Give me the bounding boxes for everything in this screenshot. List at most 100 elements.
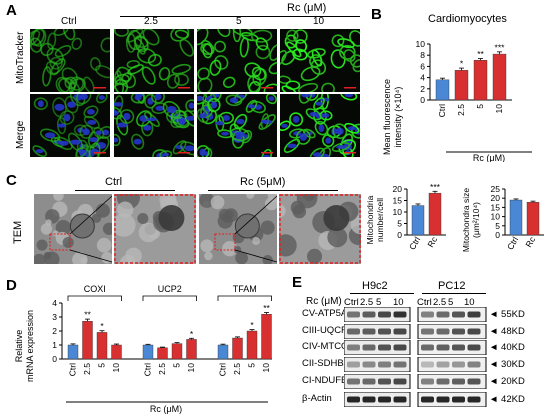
wb-band	[436, 396, 450, 403]
wb-band	[378, 311, 391, 318]
wb-band	[421, 344, 434, 351]
wb-protein-label: CIII-UQCRC2	[302, 325, 361, 336]
wb-band	[452, 344, 465, 351]
wb-band	[378, 378, 391, 385]
y-tick-label: 1	[52, 340, 57, 350]
chart-c2-ylabel1: Mitochondra size	[461, 188, 471, 253]
panel-letter-c: C	[6, 172, 17, 189]
cell-line-h9c2-line	[350, 293, 414, 294]
wb-protein-label: CIV-MTCO1	[302, 341, 354, 352]
bar	[142, 344, 154, 360]
bar	[67, 344, 79, 360]
bar	[411, 205, 425, 236]
chart-d-ylabel2: mRNA expression	[25, 310, 35, 382]
bar	[232, 337, 243, 360]
wb-lane-label: Ctrl	[344, 297, 359, 308]
wb-band	[467, 396, 481, 403]
bar	[492, 53, 507, 101]
gene-bracket	[142, 295, 197, 301]
merge-image-0	[30, 94, 110, 157]
significance-label: **	[477, 49, 484, 59]
wb-band	[347, 328, 360, 335]
x-tick-label: Rc	[523, 234, 537, 249]
x-tick-label: 2.5	[157, 363, 167, 375]
y-tick-label: 3	[52, 312, 57, 322]
x-tick-label: 10	[261, 363, 271, 373]
wb-band	[467, 311, 481, 318]
wb-lane-label: Ctrl	[417, 297, 432, 308]
bar	[111, 344, 122, 360]
merge-image-3	[280, 94, 360, 157]
significance-label: **	[263, 303, 270, 313]
chart-b: Mean fluorescence intensity (×10⁴) 024 68…	[382, 39, 532, 162]
wb-band	[467, 328, 481, 335]
gene-label-tfam: TFAM	[233, 284, 257, 294]
chart-b-group-label: Rc (μM)	[473, 153, 505, 162]
mitotracker-image-0	[30, 29, 110, 92]
panel-letter-d: D	[6, 277, 17, 294]
conc-header-line	[120, 16, 360, 17]
bar	[454, 70, 469, 101]
panel-letter-b: B	[371, 6, 382, 23]
x-tick-label: 5	[97, 363, 107, 368]
y-tick-label: 20	[393, 184, 403, 194]
x-tick-label: 5	[475, 104, 485, 109]
wb-protein-label: CV-ATP5A	[302, 308, 348, 319]
wb-conc-label: Rc (μM)	[306, 296, 342, 307]
bar	[157, 347, 168, 360]
bar	[435, 79, 450, 101]
wb-blot-row	[344, 392, 487, 407]
wb-band	[436, 361, 450, 368]
gene-label-coxi: COXI	[84, 284, 106, 294]
x-tick-label: 5	[172, 363, 182, 368]
chart-d: Relative mRNA expression 01234Ctrl**2.5*…	[14, 284, 272, 414]
wb-size-label: ◄ 30KD	[489, 359, 525, 370]
x-tick-label: 2.5	[232, 363, 242, 375]
cell-line-pc12: PC12	[438, 280, 466, 292]
wb-size-label: ◄ 48KD	[489, 326, 525, 337]
bar	[473, 60, 488, 101]
y-tick-label: 2	[52, 326, 57, 336]
bar	[82, 321, 93, 360]
y-tick-label: 0	[52, 354, 57, 364]
significance-label: *	[250, 320, 254, 330]
wb-band	[347, 311, 360, 318]
wb-band	[452, 311, 465, 318]
y-tick-label: 10	[416, 39, 426, 49]
mitotracker-image-1	[114, 29, 194, 92]
significance-label: *	[460, 59, 464, 69]
significance-label: ***	[430, 182, 441, 192]
chart-c: Mitochondria number/cell 05101520Ctrl***…	[365, 182, 544, 253]
gene-label-ucp2: UCP2	[158, 284, 182, 294]
merge-image-2	[197, 94, 277, 157]
wb-protein-label: CI-NDUFB8	[302, 375, 353, 386]
chart-b-title: Cardiomyocytes	[428, 13, 507, 25]
wb-lane-label: 2.5	[433, 297, 447, 308]
wb-band	[436, 378, 450, 385]
gene-bracket	[217, 295, 272, 301]
wb-band	[347, 344, 360, 351]
row-label-merge: Merge	[15, 120, 26, 149]
tem-image-0	[34, 194, 112, 264]
wb-band	[347, 378, 360, 385]
panel-letter-a: A	[6, 2, 17, 19]
x-tick-label: Ctrl	[218, 363, 228, 376]
wb-band	[378, 328, 391, 335]
y-tick-label: 2	[420, 84, 425, 94]
wb-band	[436, 328, 450, 335]
wb-band	[467, 361, 481, 368]
y-tick-label: 0	[495, 230, 500, 240]
y-tick-label: 0	[420, 95, 425, 105]
tem-image-2	[199, 194, 277, 264]
wb-band	[467, 378, 481, 385]
wb-band	[421, 311, 434, 318]
tem-row-label: TEM	[12, 220, 24, 244]
wb-blot-row	[344, 340, 487, 355]
wb-band	[362, 361, 376, 368]
bar	[186, 339, 197, 360]
significance-label: *	[190, 329, 194, 339]
wb-lane-label: 10	[393, 297, 404, 308]
wb-band	[393, 328, 407, 335]
wb-band	[421, 328, 434, 335]
wb-band	[436, 344, 450, 351]
